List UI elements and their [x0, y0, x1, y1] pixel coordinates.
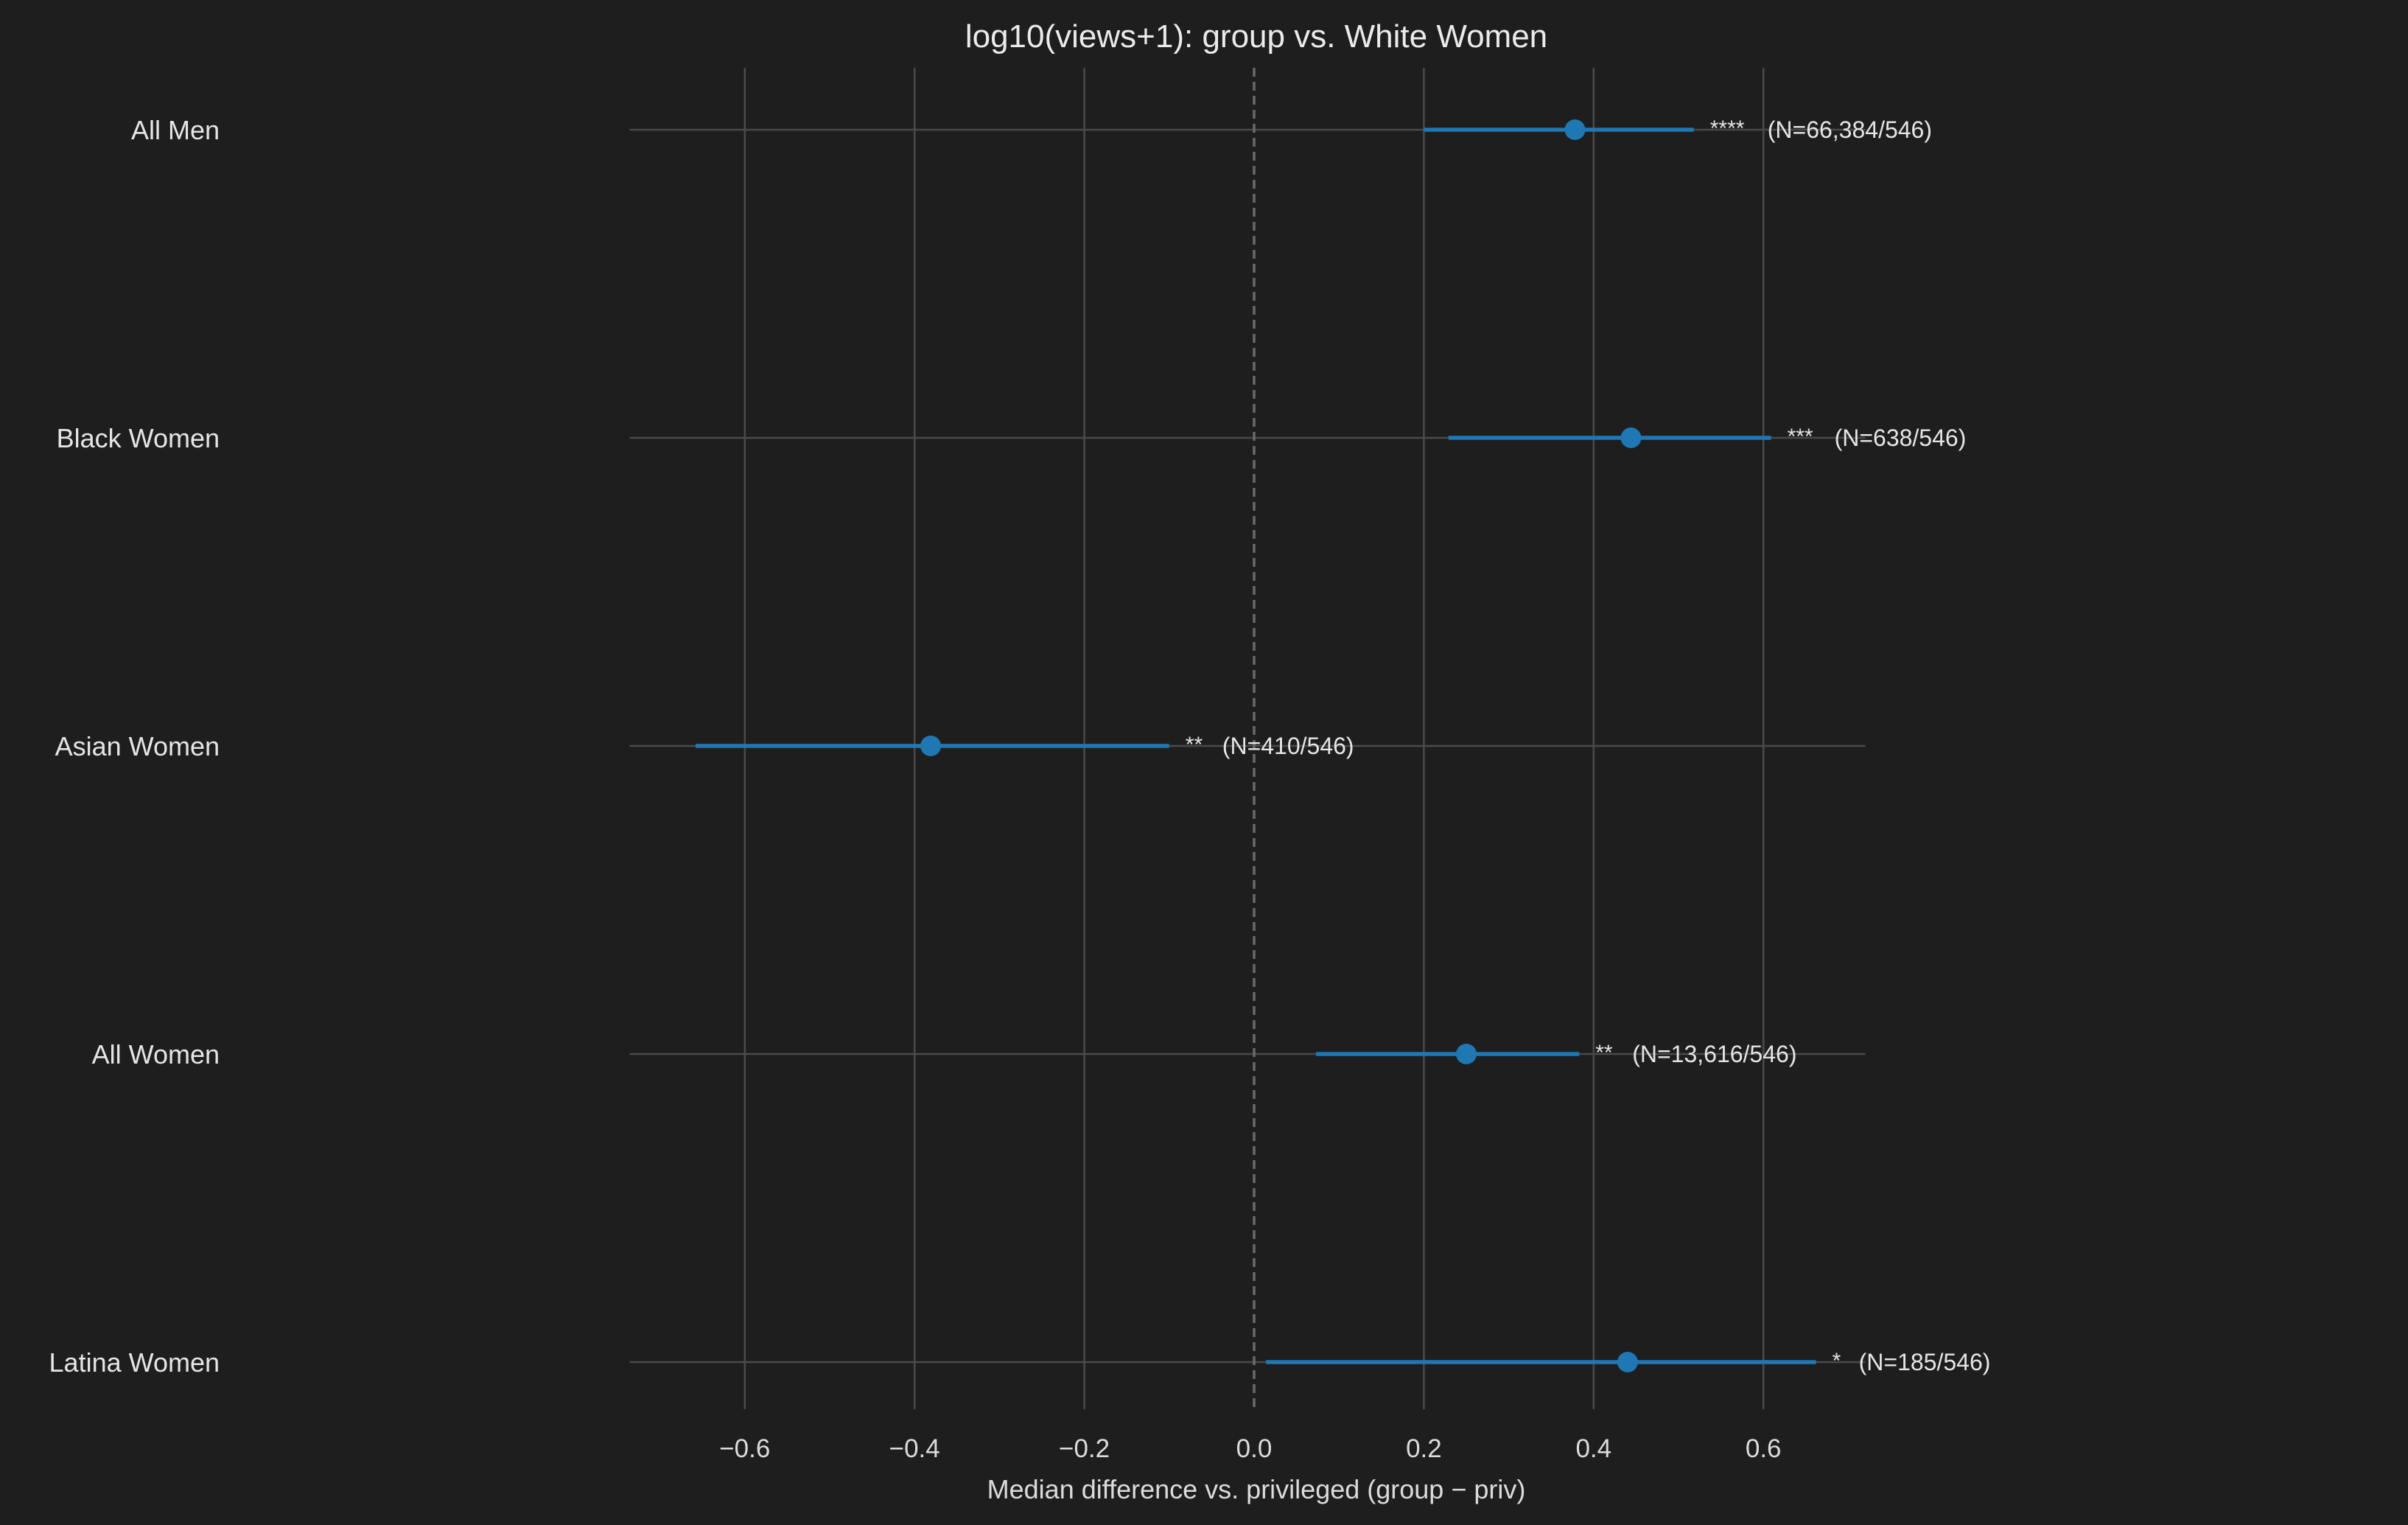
x-tick-label: 0.0 — [1236, 1434, 1273, 1463]
x-axis-ticks: −0.6 −0.4 −0.2 0.0 0.2 0.4 0.6 — [719, 1434, 1781, 1463]
data-marks: **** (N=66,384/546)*** (N=638/546)** (N=410… — [695, 116, 1991, 1375]
significance-stars: * — [1833, 1349, 1841, 1373]
median-point — [1564, 119, 1586, 140]
grid — [629, 68, 1866, 1409]
y-category-label: Latina Women — [49, 1347, 220, 1378]
y-category-label: All Men — [131, 115, 220, 145]
significance-stars: ** — [1595, 1041, 1613, 1065]
x-tick-label: 0.2 — [1406, 1434, 1442, 1463]
sample-size-label: (N=66,384/546) — [1768, 116, 1932, 143]
sample-size-label: (N=185/546) — [1859, 1349, 1991, 1375]
significance-stars: **** — [1710, 116, 1745, 141]
y-category-label: Black Women — [57, 423, 220, 453]
x-axis-label: Median difference vs. privileged (group … — [987, 1474, 1526, 1504]
sample-size-label: (N=410/546) — [1222, 733, 1354, 759]
sample-size-label: (N=638/546) — [1835, 425, 1967, 451]
median-point — [1456, 1044, 1477, 1064]
median-point — [1617, 1352, 1638, 1372]
chart-title: log10(views+1): group vs. White Women — [965, 18, 1547, 55]
significance-stars: ** — [1186, 733, 1203, 757]
y-category-label: Asian Women — [55, 731, 220, 761]
significance-stars: *** — [1788, 425, 1813, 449]
median-point — [1620, 428, 1642, 448]
x-tick-label: 0.4 — [1575, 1434, 1611, 1463]
sample-size-label: (N=13,616/546) — [1632, 1041, 1796, 1067]
y-axis-categories: All Men Black Women Asian Women All Women La… — [49, 115, 220, 1378]
median-point — [920, 736, 942, 756]
x-tick-label: −0.2 — [1059, 1434, 1110, 1463]
x-tick-label: −0.4 — [889, 1434, 940, 1463]
x-tick-label: −0.6 — [719, 1434, 770, 1463]
x-tick-label: 0.6 — [1746, 1434, 1782, 1463]
y-category-label: All Women — [92, 1039, 220, 1069]
